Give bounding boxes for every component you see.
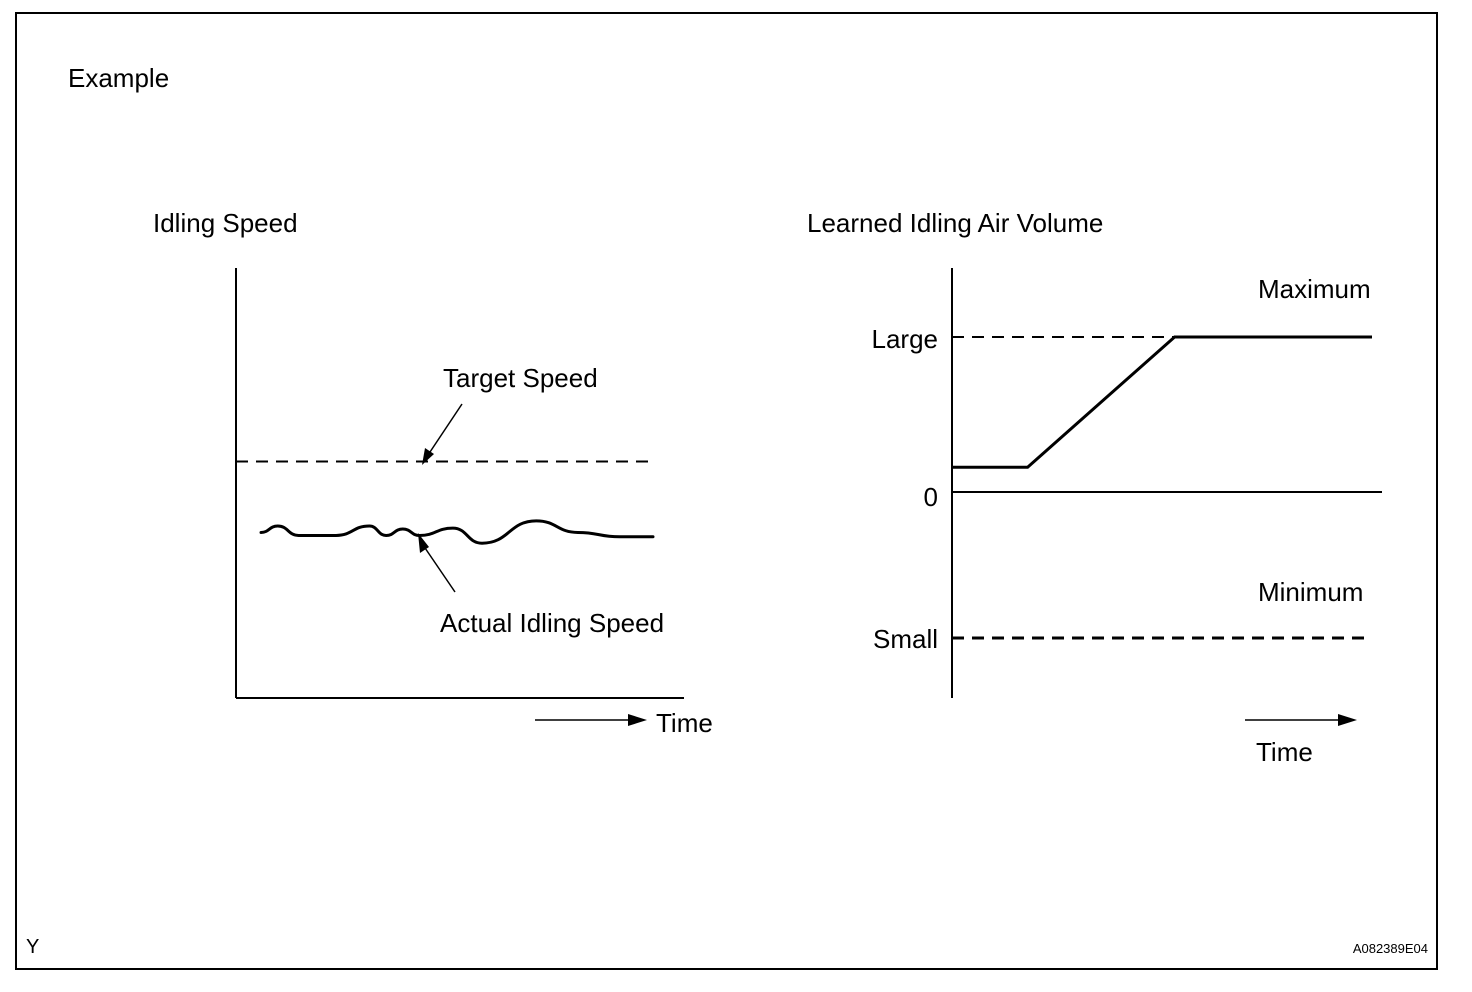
chart-idling-speed-target-pointer	[425, 403, 463, 459]
chart-idling-speed-x-label: Time	[656, 708, 713, 738]
figure-frame	[15, 12, 1438, 970]
chart-learned-air-volume-maximum-label: Maximum	[1258, 274, 1371, 304]
chart-learned-air-volume-line	[952, 335, 1372, 469]
chart-idling-speed-title: Idling Speed	[153, 208, 298, 238]
chart-learned-air-volume-time-arrowhead	[1338, 714, 1357, 726]
chart-learned-air-volume-tick-zero: 0	[924, 482, 938, 512]
chart-learned-air-volume-minimum-label: Minimum	[1258, 577, 1363, 607]
chart-idling-speed-actual-pointer	[422, 544, 456, 593]
chart-learned-air-volume-title: Learned Idling Air Volume	[807, 208, 1103, 238]
chart-idling-speed: Idling Speed Target Speed Actual Idling …	[153, 208, 713, 738]
chart-idling-speed-target-arrowhead	[422, 448, 434, 465]
chart-idling-speed-actual-line	[259, 519, 655, 545]
chart-idling-speed-actual-label: Actual Idling Speed	[440, 608, 664, 638]
chart-idling-speed-time-arrowhead	[628, 714, 647, 726]
chart-learned-air-volume-x-label: Time	[1256, 737, 1313, 767]
chart-idling-speed-actual-arrowhead	[418, 533, 429, 553]
chart-idling-speed-target-label: Target Speed	[443, 363, 598, 393]
chart-learned-air-volume: Learned Idling Air Volume Large 0 Small …	[807, 208, 1382, 767]
chart-learned-air-volume-tick-small: Small	[873, 624, 938, 654]
figure-corner-left: Y	[26, 936, 39, 958]
figure-heading: Example	[68, 63, 169, 93]
chart-learned-air-volume-tick-large: Large	[872, 324, 939, 354]
figure-corner-right: A082389E04	[1353, 941, 1428, 956]
